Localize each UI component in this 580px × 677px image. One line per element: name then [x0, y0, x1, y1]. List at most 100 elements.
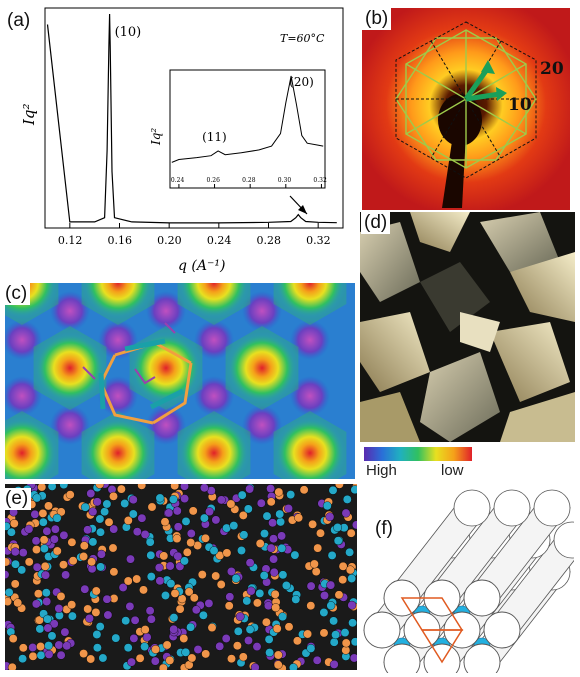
density-minimum: [98, 376, 138, 416]
density-minimum: [194, 376, 234, 416]
atom-sphere: [145, 606, 155, 616]
atom-sphere: [179, 634, 189, 643]
atom-sphere: [3, 597, 12, 607]
atom-sphere: [288, 663, 298, 673]
atom-sphere: [239, 530, 249, 540]
atom-sphere: [261, 617, 271, 627]
index-label-20: 20: [540, 59, 564, 79]
density-minimum: [50, 405, 90, 445]
atom-sphere: [67, 537, 77, 547]
atom-sphere: [299, 485, 309, 495]
atom-sphere: [292, 636, 302, 646]
atom-sphere: [165, 561, 175, 571]
atom-sphere: [109, 567, 119, 577]
atom-sphere: [259, 571, 269, 580]
atom-sphere: [199, 483, 209, 493]
atom-sphere: [47, 631, 57, 641]
atom-sphere: [168, 494, 178, 504]
y-axis-label: Iq²: [20, 103, 38, 126]
atom-sphere: [30, 509, 40, 519]
atom-sphere: [35, 624, 45, 634]
atom-sphere: [269, 534, 278, 544]
atom-sphere: [184, 587, 194, 597]
index-label-10: 10: [508, 95, 532, 115]
atom-sphere: [246, 586, 256, 596]
atom-sphere: [216, 580, 226, 589]
density-maximum: [226, 332, 298, 404]
atom-sphere: [83, 604, 93, 614]
atom-sphere: [161, 591, 170, 600]
inset-curve: [171, 75, 324, 163]
atom-sphere: [96, 527, 105, 537]
atom-sphere: [123, 643, 133, 653]
density-minimum: [2, 320, 42, 360]
atom-sphere: [43, 623, 53, 633]
density-minimum: [50, 291, 90, 331]
atom-sphere: [10, 579, 20, 589]
atom-sphere: [28, 643, 38, 652]
atom-sphere: [346, 528, 356, 538]
atom-sphere: [211, 571, 221, 581]
atom-sphere: [91, 607, 101, 617]
atom-sphere: [166, 579, 176, 589]
panel-label-a: (a): [7, 10, 31, 31]
atom-sphere: [42, 526, 52, 536]
atom-sphere: [111, 633, 121, 643]
atom-sphere: [38, 517, 48, 527]
atom-sphere: [181, 517, 191, 526]
atom-sphere: [173, 551, 183, 561]
x-tick-label: 0.12: [58, 234, 82, 247]
atom-sphere: [61, 570, 70, 580]
atom-sphere: [80, 584, 90, 594]
atom-sphere: [28, 651, 38, 661]
atom-sphere: [256, 498, 266, 508]
x-tick-label: 0.16: [108, 234, 133, 247]
atom-sphere: [123, 516, 133, 525]
atom-sphere: [52, 513, 62, 523]
atom-sphere: [338, 575, 348, 585]
atom-sphere: [121, 616, 131, 626]
atom-sphere: [201, 533, 210, 543]
atom-sphere: [265, 648, 274, 658]
atom-sphere: [132, 574, 142, 584]
inset-x-tick-label: 0.24: [171, 177, 185, 184]
atom-sphere: [345, 547, 354, 557]
atom-sphere: [108, 543, 118, 553]
atom-sphere: [50, 534, 59, 544]
panel-label-d: (d): [361, 212, 391, 234]
atom-sphere: [9, 519, 19, 528]
atom-sphere: [327, 551, 337, 560]
atom-sphere: [95, 514, 105, 524]
atom-sphere: [235, 612, 245, 622]
atom-sphere: [313, 543, 323, 553]
atom-sphere: [93, 643, 102, 653]
atom-sphere: [36, 642, 45, 651]
atom-sphere: [65, 490, 75, 500]
atom-sphere: [252, 598, 262, 608]
temperature-annotation: T=60°C: [280, 32, 325, 45]
column-cross-section: [363, 611, 401, 649]
atom-sphere: [180, 494, 190, 504]
atom-sphere: [140, 642, 150, 652]
atom-sphere: [146, 614, 156, 624]
atom-sphere: [284, 622, 294, 632]
atom-sphere: [172, 506, 182, 516]
atom-sphere: [311, 567, 321, 577]
atom-sphere: [284, 504, 293, 513]
colorbar-low-label: low: [441, 462, 464, 479]
atom-sphere: [188, 506, 198, 516]
atom-sphere: [262, 511, 272, 521]
x-tick-label: 0.24: [207, 234, 232, 247]
atom-sphere: [139, 585, 148, 595]
atom-sphere: [186, 529, 196, 538]
saxs-chart: 0.12 0.16 0.20 0.24 0.28 0.32 (10) T=60°C Iq²…: [20, 7, 344, 274]
atom-sphere: [79, 649, 89, 659]
density-minimum: [194, 320, 234, 360]
atom-sphere: [154, 563, 164, 573]
atom-sphere: [140, 625, 150, 635]
atom-sphere: [32, 493, 42, 503]
atom-sphere: [193, 645, 203, 654]
atom-sphere: [67, 600, 77, 610]
atom-sphere: [182, 547, 192, 557]
atom-sphere: [306, 643, 316, 653]
